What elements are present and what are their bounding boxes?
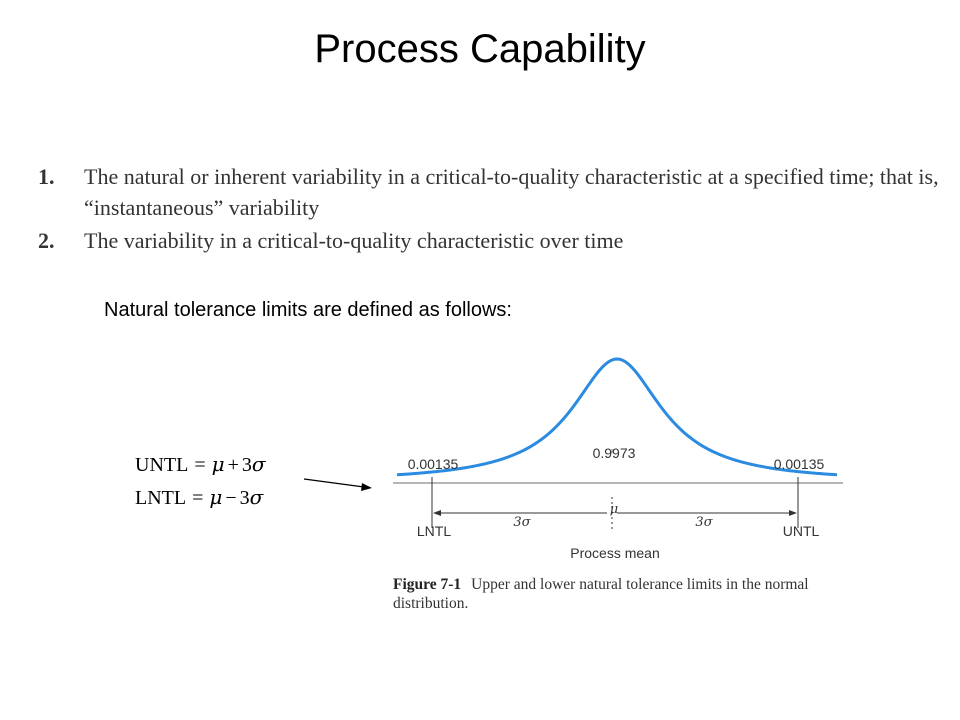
axis-caption: Process mean — [570, 545, 659, 561]
list-number: 2. — [38, 228, 55, 253]
coefficient: 3 — [241, 454, 252, 476]
sigma-symbol: σ — [251, 452, 266, 476]
figure-caption: Figure 7-1 Upper and lower natural tolera… — [393, 575, 853, 613]
coefficient: 3 — [239, 487, 250, 509]
untl-label: UNTL — [783, 523, 820, 539]
equals-sign: = — [192, 487, 204, 509]
slide-title: Process Capability — [314, 27, 646, 71]
mu-symbol: μ — [209, 485, 223, 509]
caption-label: Figure 7-1 — [393, 576, 462, 593]
variability-list: 1. The natural or inherent variability i… — [38, 161, 943, 258]
list-item: 1. The natural or inherent variability i… — [38, 161, 943, 223]
intro-text: Natural tolerance limits are defined as … — [104, 299, 512, 321]
right-tail-label: 0.00135 — [774, 456, 825, 472]
mu-label: μ — [610, 502, 618, 517]
equals-sign: = — [194, 454, 206, 476]
list-number: 1. — [38, 164, 55, 189]
minus-sign: − — [225, 487, 237, 509]
caption-text: Upper and lower natural tolerance limits… — [393, 576, 809, 612]
lntl-formula: LNTL = μ −3σ — [135, 485, 263, 510]
sigma-symbol: σ — [249, 485, 264, 509]
left-arrowhead — [433, 510, 441, 516]
lntl-label: LNTL — [135, 487, 187, 509]
left-span-label: 3σ — [513, 515, 531, 530]
center-prob-label: 0.9973 — [593, 445, 636, 461]
untl-label: UNTL — [135, 454, 189, 476]
right-span-label: 3σ — [695, 515, 713, 530]
right-arrowhead — [789, 510, 797, 516]
list-item: 2. The variability in a critical-to-qual… — [38, 225, 943, 256]
lntl-label: LNTL — [417, 523, 451, 539]
left-tail-label: 0.00135 — [408, 456, 459, 472]
untl-formula: UNTL = μ +3σ — [135, 452, 266, 477]
plus-sign: + — [227, 454, 239, 476]
arrow-head — [361, 483, 372, 491]
normal-distribution-figure: 0.9973 0.00135 0.00135 μ 3σ 3σ LNTL UNTL… — [393, 357, 843, 561]
arrow-line — [303, 478, 365, 488]
bell-curve — [396, 357, 838, 477]
list-text: The variability in a critical-to-quality… — [84, 228, 624, 253]
list-text: The natural or inherent variability in a… — [84, 164, 939, 220]
mu-symbol: μ — [211, 452, 225, 476]
